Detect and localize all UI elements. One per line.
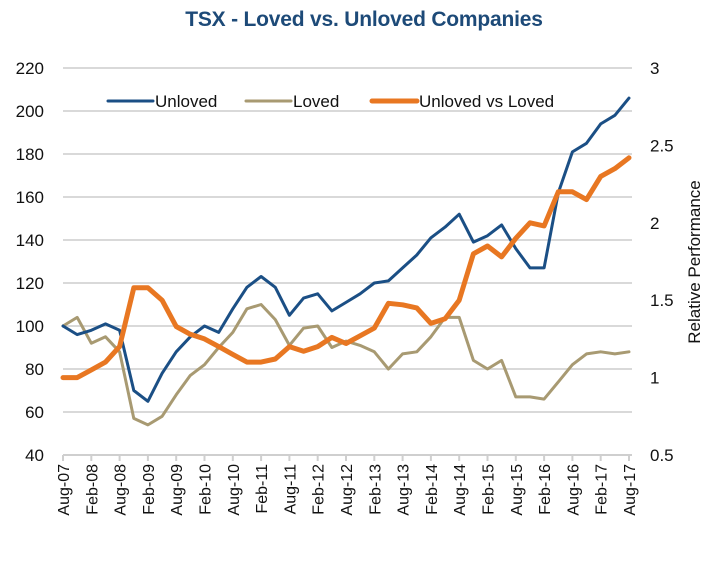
x-tick-label: Aug-14	[452, 464, 469, 516]
y2-tick-label: 2.5	[650, 136, 674, 155]
x-tick-label: Feb-15	[481, 464, 498, 515]
x-tick-label: Aug-17	[622, 464, 639, 516]
x-tick-label: Feb-17	[594, 464, 611, 515]
legend-item-loved: Loved	[244, 92, 339, 111]
y2-tick-label: 1	[650, 369, 659, 388]
y-tick-label: 180	[16, 145, 44, 164]
y-tick-label: 100	[16, 317, 44, 336]
x-axis: Aug-07 Feb-08 Aug-08 Feb-09 Aug-09 Feb-10 Aug-…	[56, 454, 639, 516]
series-line-unloved	[61, 96, 631, 403]
series-line-loved	[61, 303, 631, 427]
x-tick-label: Aug-15	[509, 464, 526, 516]
legend: Unloved Loved Unloved vs Loved	[106, 92, 554, 111]
x-tick-label: Aug-09	[169, 464, 186, 516]
y-tick-label: 140	[16, 231, 44, 250]
y-axis-right: 0.5 1 1.5 2 2.5 3	[650, 59, 674, 465]
y-tick-label: 160	[16, 188, 44, 207]
x-tick-label: Feb-09	[141, 464, 158, 515]
series-lines	[60, 96, 632, 427]
x-tick-label: Feb-10	[198, 464, 215, 515]
y2-tick-label: 0.5	[650, 446, 674, 465]
legend-item-unloved: Unloved	[106, 92, 217, 111]
y-axis-left: 40 60 80 100 120 140 160 180 200 220	[16, 59, 44, 465]
y-tick-label: 80	[25, 360, 44, 379]
x-tick-label: Feb-13	[367, 464, 384, 515]
y-tick-label: 220	[16, 59, 44, 78]
x-tick-label: Feb-12	[311, 464, 328, 515]
x-tick-label: Aug-11	[282, 464, 299, 515]
legend-label: Loved	[293, 92, 339, 111]
y-tick-label: 200	[16, 102, 44, 121]
y-tick-label: 120	[16, 274, 44, 293]
y2-tick-label: 1.5	[650, 291, 674, 310]
x-tick-label: Aug-16	[565, 464, 582, 516]
legend-item-unloved-vs-loved: Unloved vs Loved	[369, 92, 554, 111]
x-tick-label: Aug-08	[113, 464, 130, 516]
y-tick-label: 40	[25, 446, 44, 465]
y2-tick-label: 2	[650, 214, 659, 233]
x-tick-label: Aug-07	[56, 464, 73, 516]
x-tick-label: Feb-14	[424, 464, 441, 515]
x-tick-label: Feb-16	[537, 464, 554, 515]
x-tick-label: Aug-13	[396, 464, 413, 516]
chart-title: TSX - Loved vs. Unloved Companies	[185, 8, 543, 31]
x-tick-label: Feb-11	[254, 464, 271, 514]
x-tick-label: Aug-10	[226, 464, 243, 516]
y2-tick-label: 3	[650, 59, 659, 78]
y-tick-label: 60	[25, 403, 44, 422]
x-tick-label: Aug-12	[339, 464, 356, 516]
y2-axis-title: Relative Performance	[685, 180, 704, 343]
x-tick-label: Feb-08	[84, 464, 101, 515]
legend-label: Unloved vs Loved	[419, 92, 554, 111]
legend-label: Unloved	[155, 92, 217, 111]
